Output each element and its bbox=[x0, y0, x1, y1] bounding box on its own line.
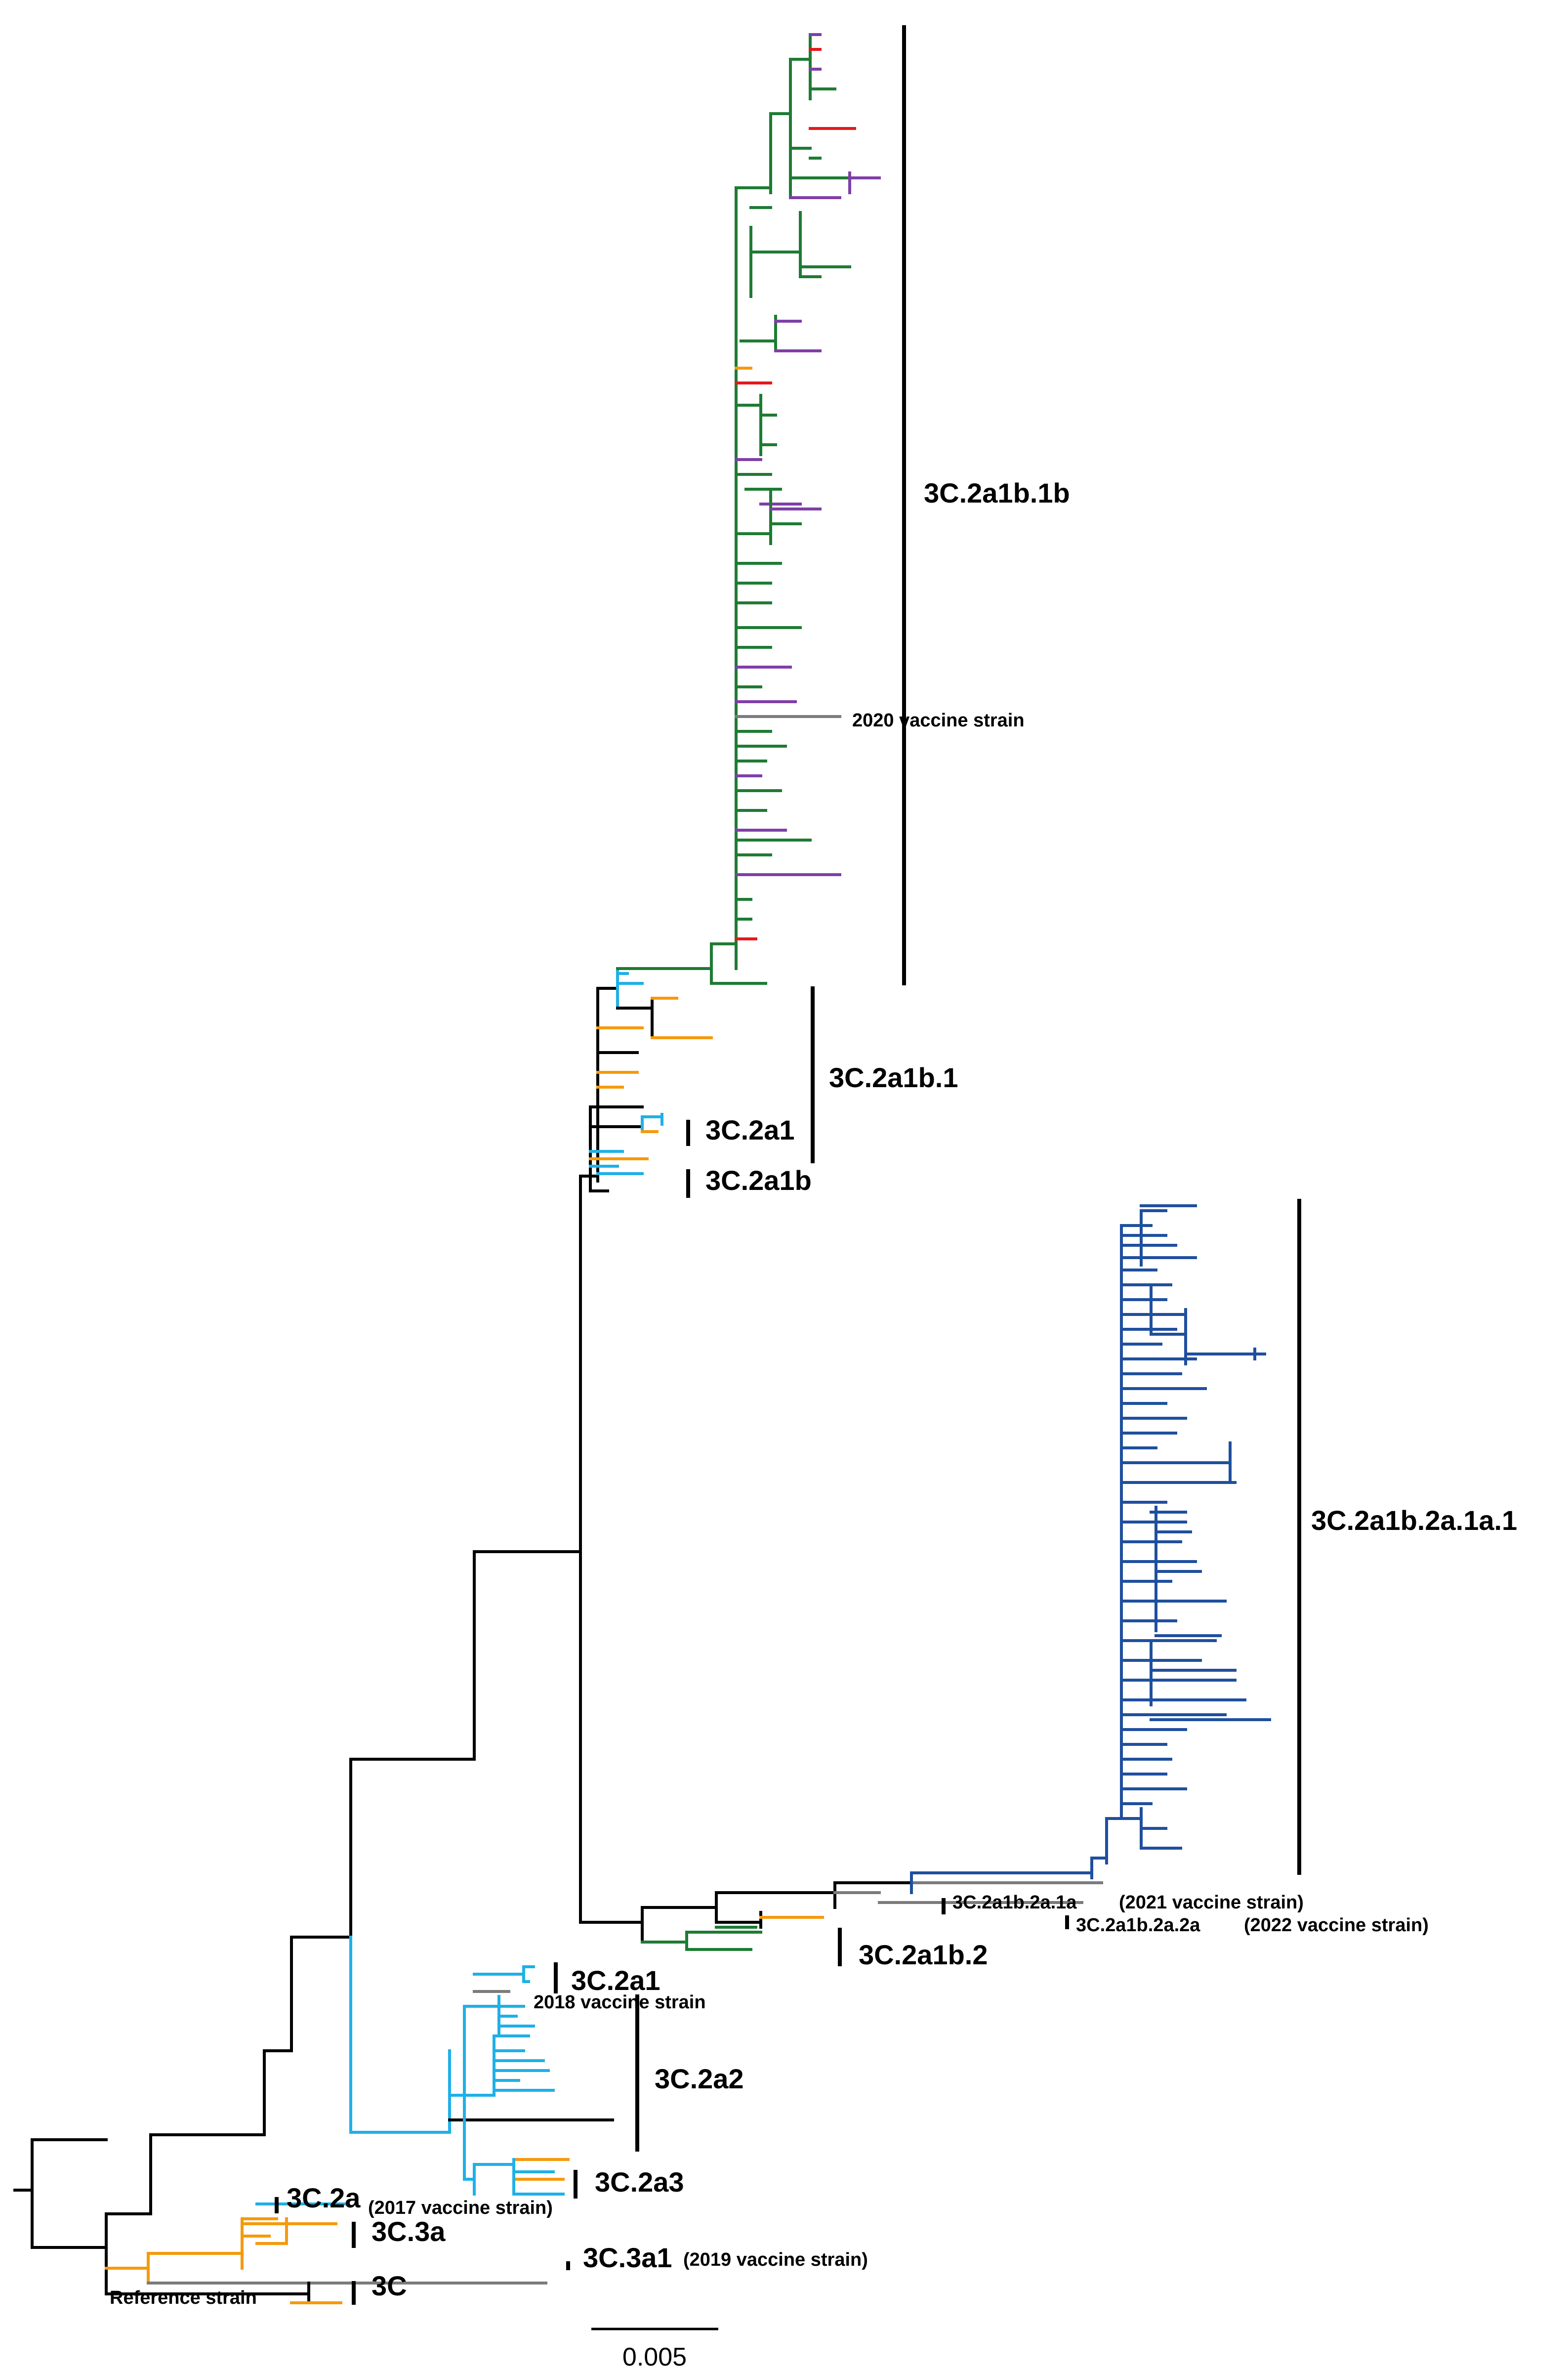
vaccine-2017-note: (2017 vaccine strain) bbox=[368, 2198, 553, 2218]
clade-label-3c2a3: 3C.2a3 bbox=[595, 2166, 684, 2198]
vaccine-2021-note: (2021 vaccine strain) bbox=[1119, 1892, 1304, 1913]
tree-branches bbox=[13, 33, 1271, 2304]
clade-label-3c2a: 3C.2a bbox=[287, 2182, 361, 2213]
clade-label-3c2a1b2a1a1: 3C.2a1b.2a.1a.1 bbox=[1311, 1505, 1517, 1536]
clade-label-3c3a: 3C.3a bbox=[371, 2216, 446, 2247]
vaccine-2020-note: 2020 vaccine strain bbox=[852, 710, 1025, 731]
clade-label-3c2a1b2: 3C.2a1b.2 bbox=[859, 1939, 988, 1970]
vaccine-2022-note: (2022 vaccine strain) bbox=[1244, 1915, 1429, 1936]
vaccine-2019-note: (2019 vaccine strain) bbox=[683, 2249, 868, 2270]
clade-bars bbox=[275, 25, 1301, 2305]
scale-bar-label: 0.005 bbox=[622, 2343, 687, 2370]
clade-label-3c2a1b1b: 3C.2a1b.1b bbox=[924, 477, 1070, 508]
clade-label-3c: 3C bbox=[371, 2270, 407, 2301]
clade-label-3c2a1b2a2a: 3C.2a1b.2a.2a bbox=[1076, 1915, 1200, 1936]
clade-label-3c2a2: 3C.2a2 bbox=[655, 2063, 744, 2094]
reference-strain-label: Reference strain bbox=[110, 2287, 257, 2308]
clade-label-3c2a1b2a1a: 3C.2a1b.2a.1a bbox=[952, 1892, 1077, 1913]
clade-label-3c3a1: 3C.3a1 bbox=[583, 2242, 672, 2273]
clade-label-3c2a1-lower: 3C.2a1 bbox=[571, 1965, 660, 1996]
clade-label-3c2a1b1: 3C.2a1b.1 bbox=[829, 1062, 958, 1093]
vaccine-2018-note: 2018 vaccine strain bbox=[534, 1992, 706, 2013]
clade-label-3c2a1b: 3C.2a1b bbox=[705, 1165, 812, 1196]
clade-label-3c2a1-upper: 3C.2a1 bbox=[705, 1114, 795, 1145]
